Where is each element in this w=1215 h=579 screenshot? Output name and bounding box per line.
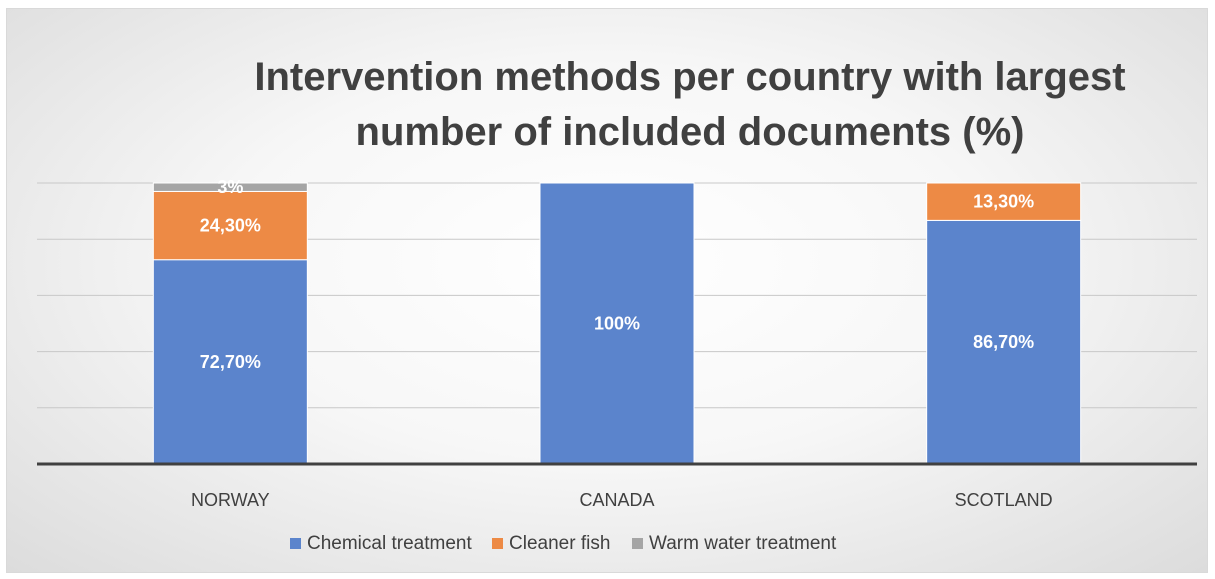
chart-title-line-1: Intervention methods per country with la… (254, 55, 1125, 99)
category-labels: NORWAY CANADA SCOTLAND (191, 490, 1053, 510)
category-label: SCOTLAND (955, 490, 1053, 510)
bar-segment (152, 259, 308, 465)
legend-entry: Warm water treatment (649, 533, 837, 554)
legend-entry: Cleaner fish (509, 533, 610, 554)
legend-swatch (632, 538, 643, 549)
bar-segment (539, 182, 695, 465)
data-label: 86,70% (973, 332, 1034, 352)
legend-swatch (492, 538, 503, 549)
legend: Chemical treatment Cleaner fish Warm water… (290, 533, 837, 554)
chart-title-line-2: number of included documents (%) (356, 110, 1025, 154)
category-label: NORWAY (191, 490, 270, 510)
data-label: 24,30% (200, 216, 261, 236)
bar-segment (152, 190, 308, 261)
chart-title: Intervention methods per country with la… (254, 55, 1125, 154)
bar-segment (926, 182, 1082, 221)
data-label: 72,70% (200, 352, 261, 372)
bar-segment (152, 182, 308, 192)
category-label: CANADA (579, 490, 654, 510)
chart-svg: Intervention methods per country with la… (37, 55, 1197, 554)
legend-swatch (290, 538, 301, 549)
data-labels: 72,70% 24,30% 3% 100% 86,70% 13,30% (200, 177, 1034, 372)
legend-entry: Chemical treatment (307, 533, 472, 554)
bar-segment (926, 219, 1082, 465)
data-label: 3% (217, 177, 243, 197)
data-label: 13,30% (973, 192, 1034, 212)
bars (152, 182, 1082, 465)
chart-frame: Intervention methods per country with la… (6, 8, 1208, 573)
data-label: 100% (594, 314, 640, 334)
